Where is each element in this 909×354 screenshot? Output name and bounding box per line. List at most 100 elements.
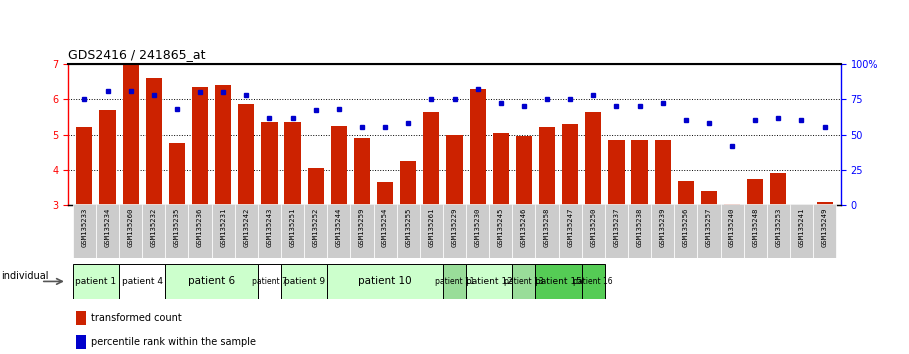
FancyBboxPatch shape [119,204,142,258]
Text: GSM135259: GSM135259 [359,208,365,247]
FancyBboxPatch shape [513,264,535,299]
Bar [701,191,717,205]
Bar [678,181,694,205]
Bar [307,168,324,205]
Text: GSM135256: GSM135256 [683,208,689,247]
FancyBboxPatch shape [396,204,420,258]
FancyBboxPatch shape [327,204,350,258]
FancyBboxPatch shape [628,204,651,258]
Text: GSM135229: GSM135229 [452,208,457,247]
FancyBboxPatch shape [281,264,327,299]
FancyBboxPatch shape [582,264,604,299]
Text: GSM135251: GSM135251 [290,208,295,247]
Text: patient 9: patient 9 [284,277,325,286]
FancyBboxPatch shape [235,204,258,258]
FancyBboxPatch shape [142,204,165,258]
Text: transformed count: transformed count [91,313,182,323]
FancyBboxPatch shape [466,264,513,299]
FancyBboxPatch shape [744,204,767,258]
Text: GSM135244: GSM135244 [335,208,342,247]
Bar [424,112,439,205]
Bar [493,133,509,205]
FancyBboxPatch shape [651,204,674,258]
Bar [632,140,647,205]
FancyBboxPatch shape [466,204,489,258]
Text: GSM135255: GSM135255 [405,208,411,247]
Bar [515,136,532,205]
Text: GSM135237: GSM135237 [614,208,619,247]
Text: GSM135235: GSM135235 [174,208,180,247]
Text: GSM135243: GSM135243 [266,208,273,247]
Text: patient 4: patient 4 [122,277,163,286]
Bar [562,124,578,205]
Text: percentile rank within the sample: percentile rank within the sample [91,337,256,347]
FancyBboxPatch shape [767,204,790,258]
Bar [262,122,277,205]
Bar [770,173,786,205]
Bar [816,202,833,205]
FancyBboxPatch shape [535,204,559,258]
FancyBboxPatch shape [96,204,119,258]
FancyBboxPatch shape [73,264,119,299]
Text: GSM135238: GSM135238 [636,208,643,247]
FancyBboxPatch shape [674,204,697,258]
FancyBboxPatch shape [489,204,513,258]
Text: GDS2416 / 241865_at: GDS2416 / 241865_at [68,48,205,61]
Text: patient 1: patient 1 [75,277,116,286]
Bar [215,85,231,205]
Text: GSM135234: GSM135234 [105,208,111,247]
FancyBboxPatch shape [350,204,374,258]
Text: patient 13: patient 13 [504,277,544,286]
Bar [446,135,463,205]
FancyBboxPatch shape [721,204,744,258]
Text: GSM135261: GSM135261 [428,208,435,247]
Bar [75,312,86,325]
Bar [145,78,162,205]
Bar [123,65,139,205]
FancyBboxPatch shape [582,204,604,258]
Text: GSM135253: GSM135253 [775,208,782,247]
FancyBboxPatch shape [443,204,466,258]
Text: patient 15: patient 15 [535,277,582,286]
Text: GSM135230: GSM135230 [474,208,481,247]
Text: GSM135236: GSM135236 [197,208,203,247]
Text: GSM135231: GSM135231 [220,208,226,247]
FancyBboxPatch shape [604,204,628,258]
Text: GSM135258: GSM135258 [544,208,550,247]
FancyBboxPatch shape [305,204,327,258]
Bar [400,161,416,205]
Text: patient 10: patient 10 [358,276,412,286]
Bar [99,110,115,205]
Bar [238,104,255,205]
Text: GSM135250: GSM135250 [590,208,596,247]
Text: GSM135240: GSM135240 [729,208,735,247]
FancyBboxPatch shape [281,204,305,258]
Text: patient 6: patient 6 [188,276,235,286]
Text: patient 11: patient 11 [435,277,474,286]
Text: GSM135239: GSM135239 [660,208,665,247]
Text: patient 16: patient 16 [574,277,613,286]
Text: individual: individual [1,271,49,281]
Bar [654,140,671,205]
Bar [331,126,347,205]
Text: patient 12: patient 12 [465,277,513,286]
FancyBboxPatch shape [813,204,836,258]
Text: GSM135260: GSM135260 [127,208,134,247]
FancyBboxPatch shape [327,264,443,299]
Bar [747,179,764,205]
Text: GSM135246: GSM135246 [521,208,527,247]
FancyBboxPatch shape [165,204,188,258]
Text: GSM135232: GSM135232 [151,208,156,247]
Text: GSM135254: GSM135254 [382,208,388,247]
FancyBboxPatch shape [212,204,235,258]
FancyBboxPatch shape [790,204,813,258]
FancyBboxPatch shape [165,264,258,299]
Bar [470,88,485,205]
Text: GSM135241: GSM135241 [798,208,804,247]
FancyBboxPatch shape [73,204,96,258]
Bar [585,112,602,205]
FancyBboxPatch shape [559,204,582,258]
FancyBboxPatch shape [188,204,212,258]
Text: GSM135245: GSM135245 [498,208,504,247]
FancyBboxPatch shape [374,204,396,258]
